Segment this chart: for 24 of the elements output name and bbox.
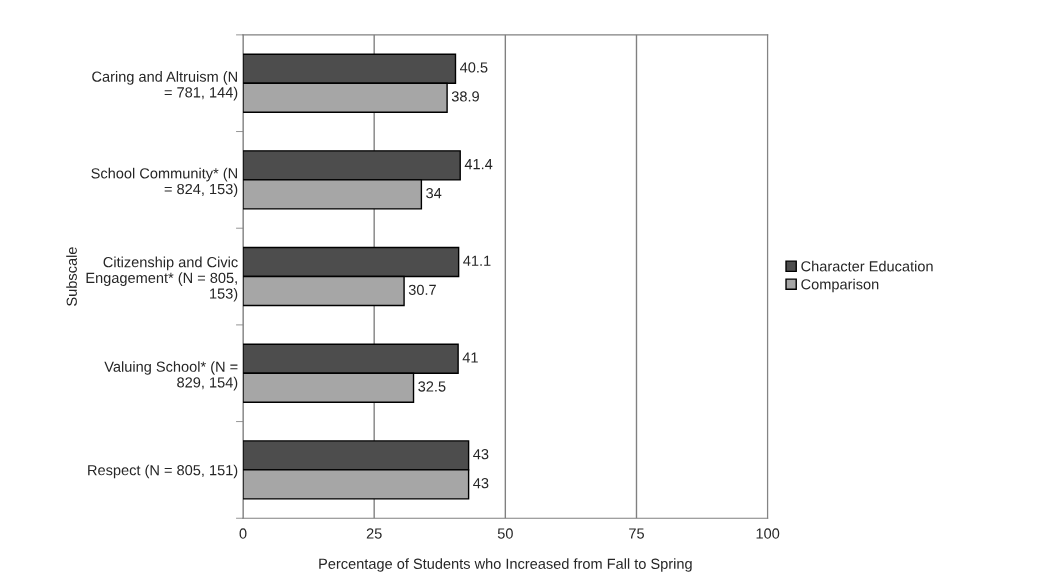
x-tick-label: 75 xyxy=(629,528,644,539)
x-axis-title: Percentage of Students who Increased from Fall to Spring xyxy=(319,558,692,572)
data-label: 34 xyxy=(426,187,442,199)
data-label: 43 xyxy=(473,449,489,460)
x-tick-label: 50 xyxy=(497,528,513,539)
x-tick-label: 100 xyxy=(756,528,780,539)
y-tick-label: Citizenship and Civic Engagement* (N = 805, 153) xyxy=(86,256,238,302)
x-tick-label: 0 xyxy=(239,528,247,539)
y-tick-label: Respect (N = 805, 151) xyxy=(88,464,238,479)
data-label: 32.5 xyxy=(418,381,446,392)
legend-label: Character Education xyxy=(801,260,933,272)
legend-label: Comparison xyxy=(801,278,879,293)
x-tick-label: 25 xyxy=(366,528,382,539)
data-label: 40.5 xyxy=(460,62,488,73)
data-label: 43 xyxy=(473,478,489,489)
data-label: 41.1 xyxy=(463,255,491,266)
y-tick-label: Caring and Altruism (N = 781, 144) xyxy=(92,71,238,101)
y-tick-label: Valuing School* (N = 829, 154) xyxy=(104,361,238,391)
y-axis-title: Subscale xyxy=(66,247,77,306)
data-label: 41.4 xyxy=(464,159,493,170)
data-label: 30.7 xyxy=(408,284,436,295)
data-label: 38.9 xyxy=(451,91,479,102)
y-tick-label: School Community* (N = 824, 153) xyxy=(91,167,238,198)
data-label: 41 xyxy=(462,352,478,363)
